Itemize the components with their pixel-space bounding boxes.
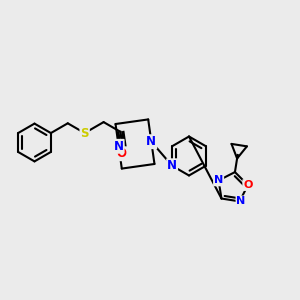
Text: N: N (146, 135, 156, 148)
Text: O: O (243, 180, 253, 190)
Text: N: N (236, 196, 246, 206)
Text: N: N (167, 159, 177, 172)
Text: N: N (214, 176, 223, 185)
Text: N: N (114, 140, 124, 153)
Text: S: S (80, 127, 89, 140)
Text: O: O (117, 147, 127, 160)
